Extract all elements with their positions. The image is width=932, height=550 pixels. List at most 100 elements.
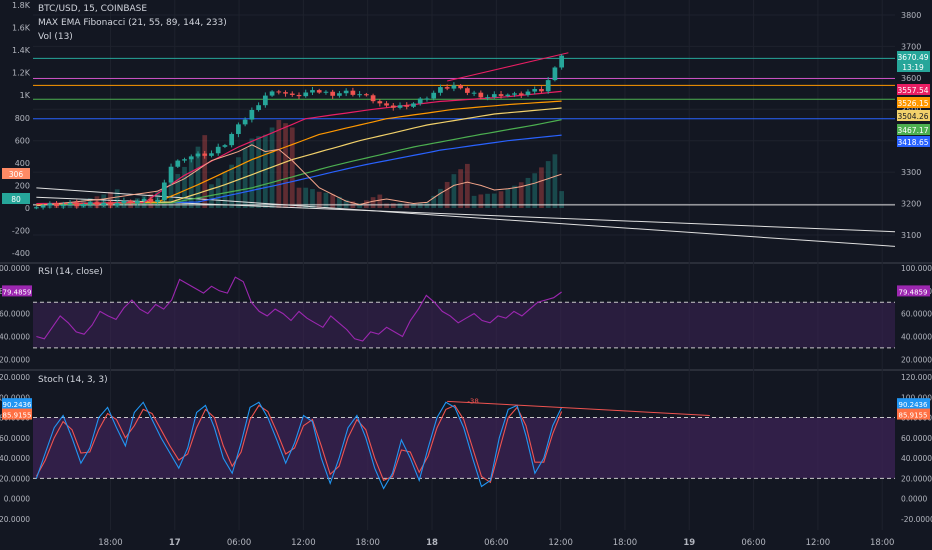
- price-label-box: [897, 136, 930, 147]
- volume-axis-label: 1K: [20, 91, 31, 100]
- stoch-axis-label-left: 100.0000: [0, 393, 30, 402]
- rsi-axis-label-left: 40.0000: [0, 332, 30, 341]
- rsi-value-left-box: [2, 285, 32, 297]
- candle-body: [182, 159, 187, 161]
- time-axis-label: 18:00: [613, 538, 638, 548]
- volume-bar: [296, 187, 302, 208]
- volume-bar: [175, 173, 181, 208]
- candle-body: [390, 105, 396, 108]
- volume-bar: [377, 194, 383, 208]
- candle-body: [525, 91, 531, 95]
- candle-body: [444, 87, 450, 89]
- time-axis-label: 12:00: [291, 538, 316, 548]
- rsi-axis-label-right: 60.0000: [901, 310, 932, 319]
- stoch-title: Stoch (14, 3, 3): [38, 375, 108, 385]
- candle-body: [350, 90, 356, 95]
- volume-bar: [498, 191, 504, 208]
- stoch-axis-label-right: -20.0000: [901, 515, 932, 524]
- price-axis-label: 3500: [901, 105, 921, 114]
- candle-body: [148, 199, 154, 202]
- candle-body: [417, 98, 423, 104]
- volume-bar: [236, 157, 241, 208]
- candle-body: [397, 105, 403, 108]
- candle-body: [451, 85, 457, 89]
- volume-bar: [444, 181, 450, 208]
- rsi-pane[interactable]: [33, 276, 895, 349]
- stoch-axis-label-right: 100.0000: [901, 393, 932, 402]
- rsi-axis-label-right: 100.0000: [901, 264, 932, 273]
- ema-indicator-label: MAX EMA Fibonacci (21, 55, 89, 144, 233): [38, 18, 227, 28]
- candle-body: [296, 94, 302, 97]
- candle-body: [478, 92, 484, 98]
- candle-body: [215, 146, 221, 154]
- rsi-axis-label-left: 100.0000: [0, 264, 30, 273]
- trend-line: [447, 52, 569, 82]
- candle-body: [121, 200, 127, 204]
- volume-bar: [289, 127, 295, 208]
- price-label-text: 3670.49: [897, 53, 928, 62]
- volume-axis-label: 400: [15, 159, 30, 168]
- stoch-divergence-line: [447, 400, 710, 417]
- volume-bar: [532, 173, 538, 208]
- candle-body: [209, 153, 214, 156]
- volume-bar: [512, 185, 517, 208]
- candle-body: [512, 93, 517, 95]
- volume-bar: [316, 191, 322, 208]
- price-label: 13:19: [897, 61, 930, 72]
- volume-bar: [283, 123, 288, 208]
- volume-bar: [343, 199, 349, 208]
- price-label-box: [897, 110, 930, 121]
- candle-body: [539, 89, 544, 92]
- price-label-text: 3526.15: [897, 99, 928, 108]
- volume-axis-label: 800: [15, 114, 30, 123]
- volume-label-box: [2, 168, 30, 179]
- stoch-d-value-right-box: [897, 408, 930, 420]
- volume-bar: [363, 200, 369, 208]
- volume-axis-label: 1.8K: [12, 1, 31, 10]
- stoch-k-value-right-box: [897, 398, 930, 410]
- price-label-box: [897, 84, 930, 95]
- price-label: 3504.26: [897, 110, 930, 121]
- stoch-pane[interactable]: -38: [33, 397, 895, 490]
- candle-body: [242, 119, 248, 125]
- volume-bar: [438, 188, 443, 208]
- rsi-line: [36, 276, 562, 342]
- price-label-box: [897, 61, 930, 72]
- volume-bar: [242, 148, 248, 208]
- price-label-box: [897, 51, 930, 62]
- candle-body: [404, 105, 410, 107]
- candle-body: [276, 91, 282, 93]
- volume-bar: [404, 203, 410, 208]
- stoch-divergence-label: -38: [467, 397, 478, 405]
- candle-body: [47, 203, 53, 206]
- candle-body: [135, 201, 140, 204]
- volume-bar: [545, 161, 551, 208]
- time-axis-label: 19: [683, 538, 695, 548]
- candle-body: [229, 133, 235, 146]
- volume-bar: [114, 189, 120, 208]
- candle-body: [155, 199, 160, 202]
- stoch-axis-label-left: -20.0000: [0, 515, 30, 524]
- candle-body: [108, 202, 113, 206]
- volume-bar: [390, 203, 396, 208]
- price-pane[interactable]: [33, 52, 896, 247]
- candle-body: [269, 91, 275, 96]
- price-label-text: 3418.65: [897, 138, 928, 147]
- candle-body: [74, 202, 80, 207]
- candle-body: [384, 103, 389, 106]
- price-axis-label: 3200: [901, 200, 921, 209]
- price-axis-label: 3800: [901, 11, 921, 20]
- candle-body: [498, 94, 504, 96]
- candle-body: [249, 109, 255, 120]
- volume-bar: [229, 164, 235, 208]
- volume-bar: [330, 194, 336, 208]
- stoch-axis-label-left: 120.0000: [0, 373, 30, 382]
- candle-body: [552, 67, 558, 81]
- candle-body: [424, 98, 430, 100]
- stoch-d-value-left-box: [2, 408, 32, 420]
- candle-body: [236, 124, 241, 134]
- volume-axis-label: 1.2K: [12, 69, 31, 78]
- volume-axis-label: 600: [15, 136, 30, 145]
- stoch-axis-label-left: 40.0000: [0, 454, 30, 463]
